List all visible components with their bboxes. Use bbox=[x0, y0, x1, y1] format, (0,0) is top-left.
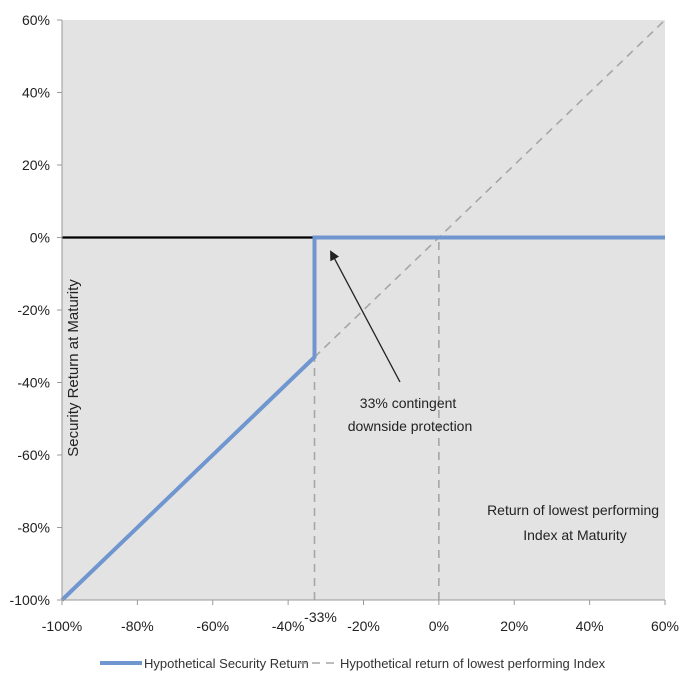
annotation-text: 33% contingent downside protection bbox=[348, 395, 473, 434]
x-tick-label: -60% bbox=[196, 618, 229, 634]
x-tick-label-extra: -33% bbox=[304, 609, 337, 625]
x-tick-label: 60% bbox=[651, 618, 679, 634]
annotation: 33% contingent downside protection bbox=[330, 250, 473, 434]
x-tick-label: 20% bbox=[500, 618, 528, 634]
x-tick-label: 0% bbox=[429, 618, 449, 634]
x-tick-label: -80% bbox=[121, 618, 154, 634]
legend-label-security: Hypothetical Security Return bbox=[144, 656, 309, 671]
y-tick-label: 20% bbox=[22, 157, 50, 173]
y-tick-label: -60% bbox=[17, 447, 50, 463]
legend: Hypothetical Security Return Hypothetical… bbox=[100, 656, 606, 671]
y-tick-label: -100% bbox=[10, 592, 50, 608]
legend-label-index: Hypothetical return of lowest performing… bbox=[340, 656, 606, 671]
annotation-line-1: 33% contingent bbox=[360, 395, 457, 411]
security-return-line bbox=[60, 235, 665, 602]
annotation-line-2: downside protection bbox=[348, 418, 473, 434]
x-tick-label: -40% bbox=[272, 618, 305, 634]
y-axis-label: Security Return at Maturity bbox=[65, 279, 82, 457]
y-tick-label: -20% bbox=[17, 302, 50, 318]
annotation-arrow bbox=[330, 250, 401, 383]
x-axis-label-line-1: Return of lowest performing bbox=[487, 502, 659, 518]
x-axis-label: Return of lowest performing Index at Mat… bbox=[487, 502, 663, 543]
y-tick-label: 40% bbox=[22, 85, 50, 101]
x-axis-label-line-2: Index at Maturity bbox=[523, 527, 627, 543]
x-tick-label: -100% bbox=[42, 618, 82, 634]
y-tick-label: 60% bbox=[22, 12, 50, 28]
y-tick-label: -40% bbox=[17, 375, 50, 391]
y-tick-label: 0% bbox=[30, 230, 50, 246]
y-tick-label: -80% bbox=[17, 520, 50, 536]
x-tick-label: 40% bbox=[576, 618, 604, 634]
x-tick-label: -20% bbox=[347, 618, 380, 634]
